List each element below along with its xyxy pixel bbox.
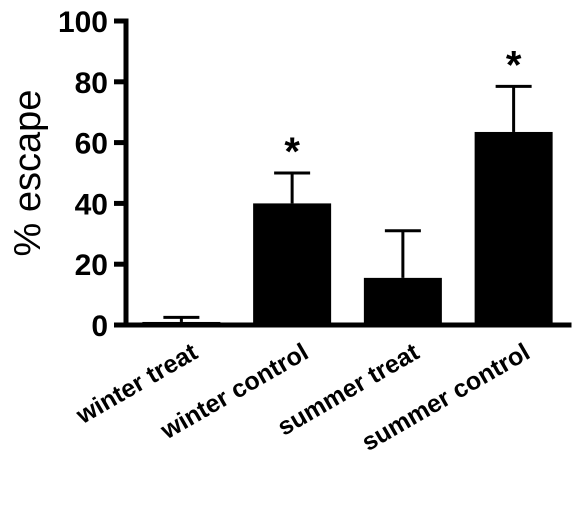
- error-bars-layer: [163, 84, 532, 322]
- y-tick-label: 100: [58, 6, 108, 39]
- annotations-layer: **: [284, 43, 522, 174]
- bar-winter-control: [253, 203, 332, 325]
- y-tick-label: 60: [75, 128, 108, 161]
- y-ticks-layer: 0 20 40 60 80 100: [58, 6, 126, 343]
- y-axis-label: % escape: [7, 90, 49, 257]
- significance-marker: *: [506, 43, 522, 87]
- y-tick-label: 20: [75, 249, 108, 282]
- bar-summer-treat: [363, 277, 442, 325]
- bar-summer-control: [474, 131, 553, 325]
- y-tick-label: 80: [75, 67, 108, 100]
- axes-layer: [123, 18, 572, 328]
- y-tick-label: 0: [91, 310, 108, 343]
- bars-layer: [142, 131, 553, 325]
- significance-marker: *: [284, 130, 300, 174]
- y-tick-label: 40: [75, 188, 108, 221]
